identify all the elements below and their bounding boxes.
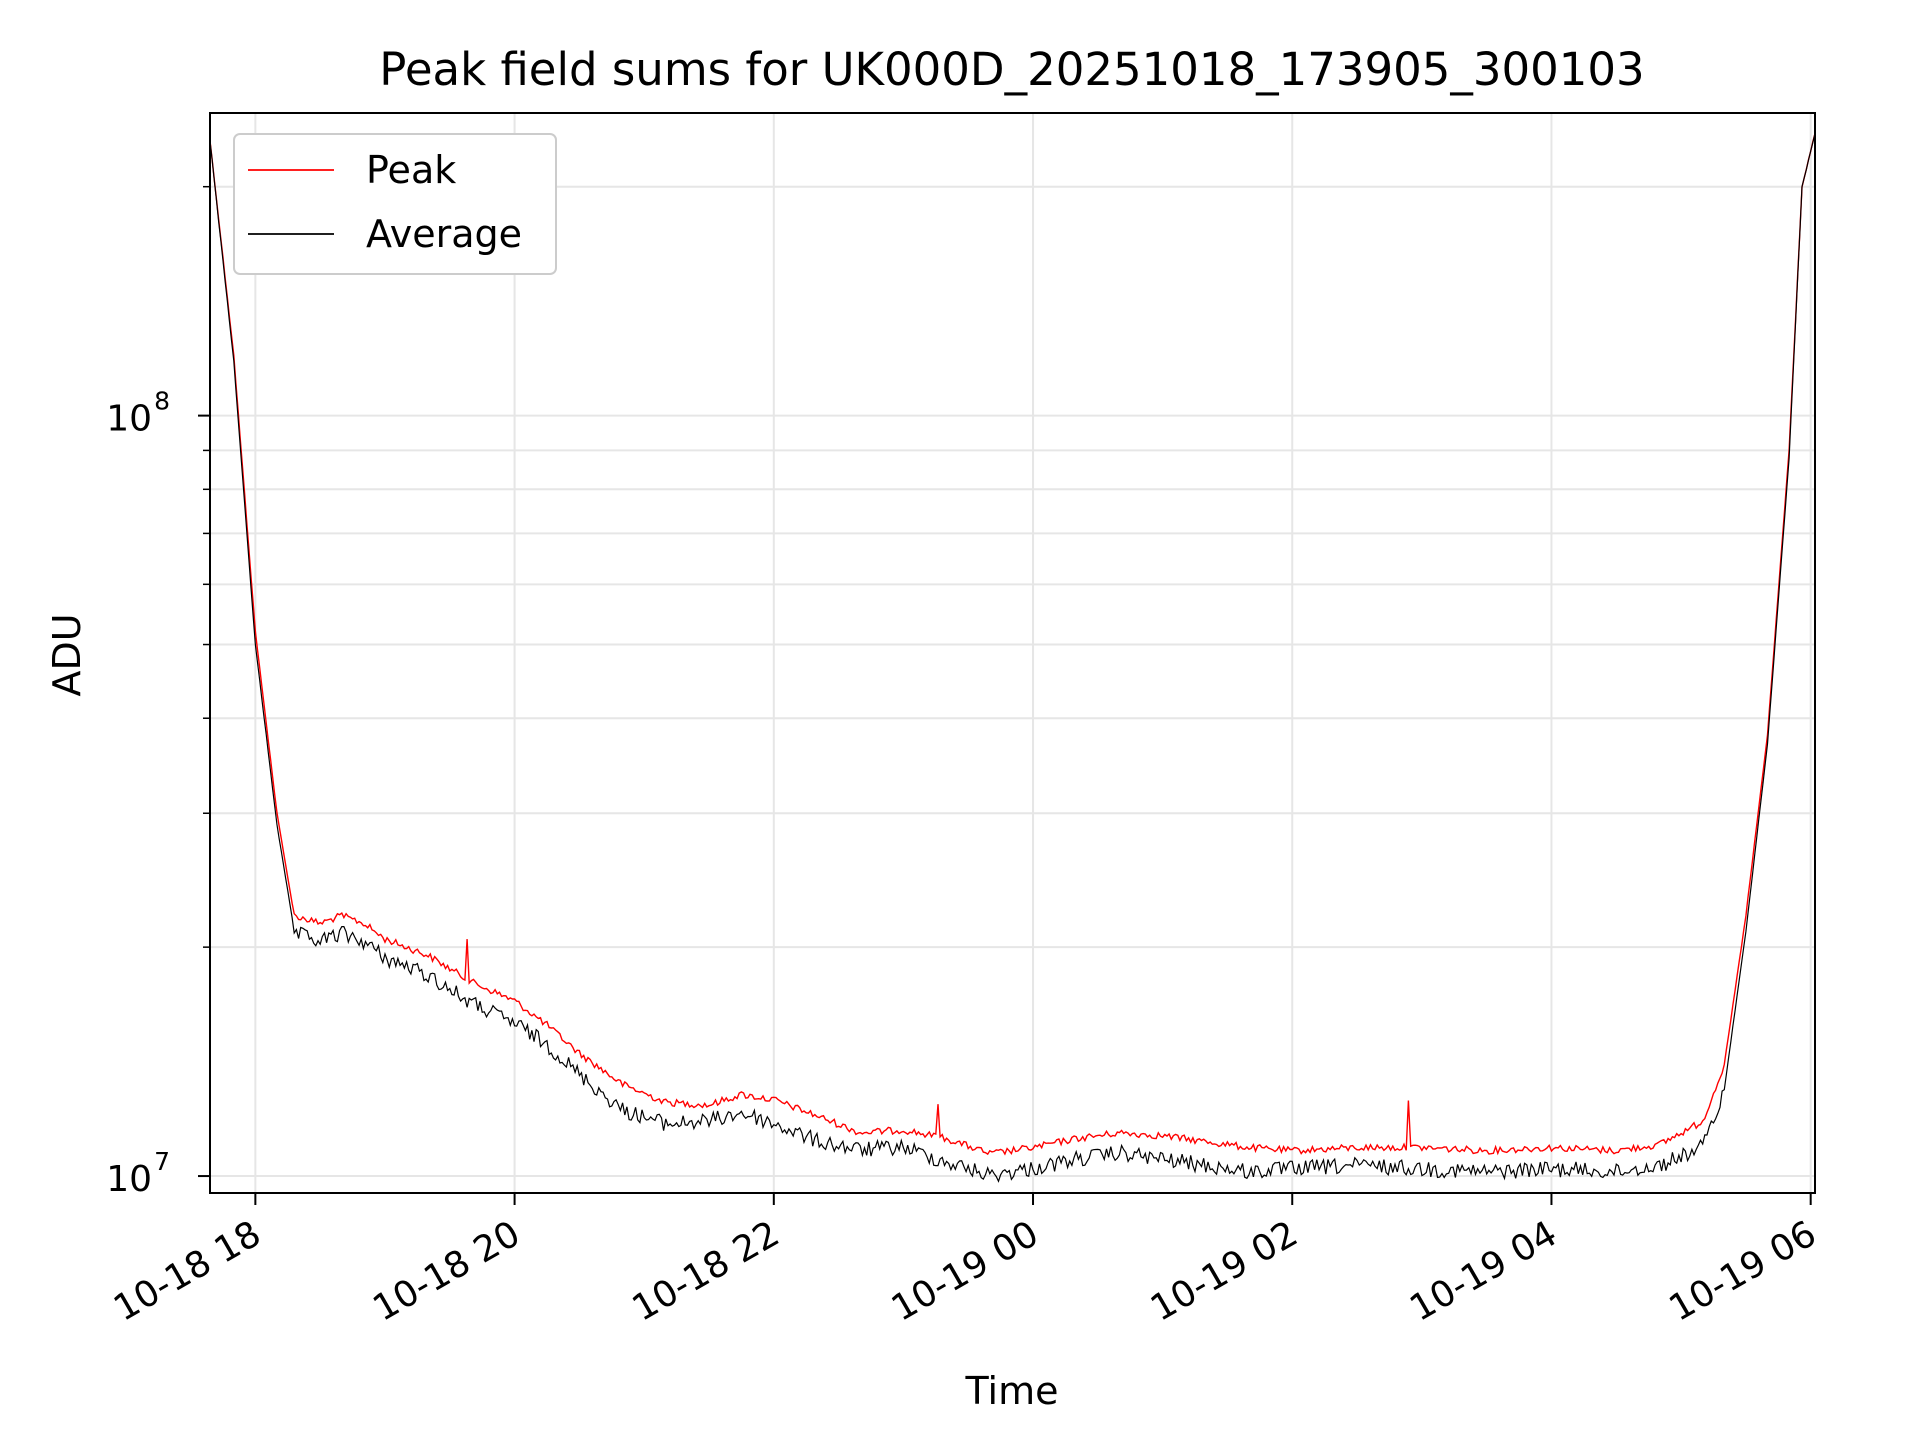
y-tick-exponent: 7 (154, 1147, 170, 1176)
x-axis-label: Time (965, 1369, 1059, 1413)
grid (210, 113, 1815, 1193)
y-tick-label: 10 (106, 1159, 152, 1200)
y-axis-label: ADU (45, 613, 89, 696)
legend-box (233, 133, 557, 275)
plot-frame (209, 112, 1816, 1194)
legend: Peak Average (233, 133, 557, 275)
series-line-peak (210, 133, 1815, 1156)
chart-title: Peak field sums for UK000D_20251018_1739… (379, 43, 1644, 96)
legend-label-peak: Peak (366, 148, 456, 192)
series-line-average (210, 133, 1815, 1183)
y-tick-exponent: 8 (154, 387, 170, 416)
y-tick-label: 10 (106, 399, 152, 440)
series-layer (210, 133, 1815, 1183)
legend-label-average: Average (366, 212, 522, 256)
